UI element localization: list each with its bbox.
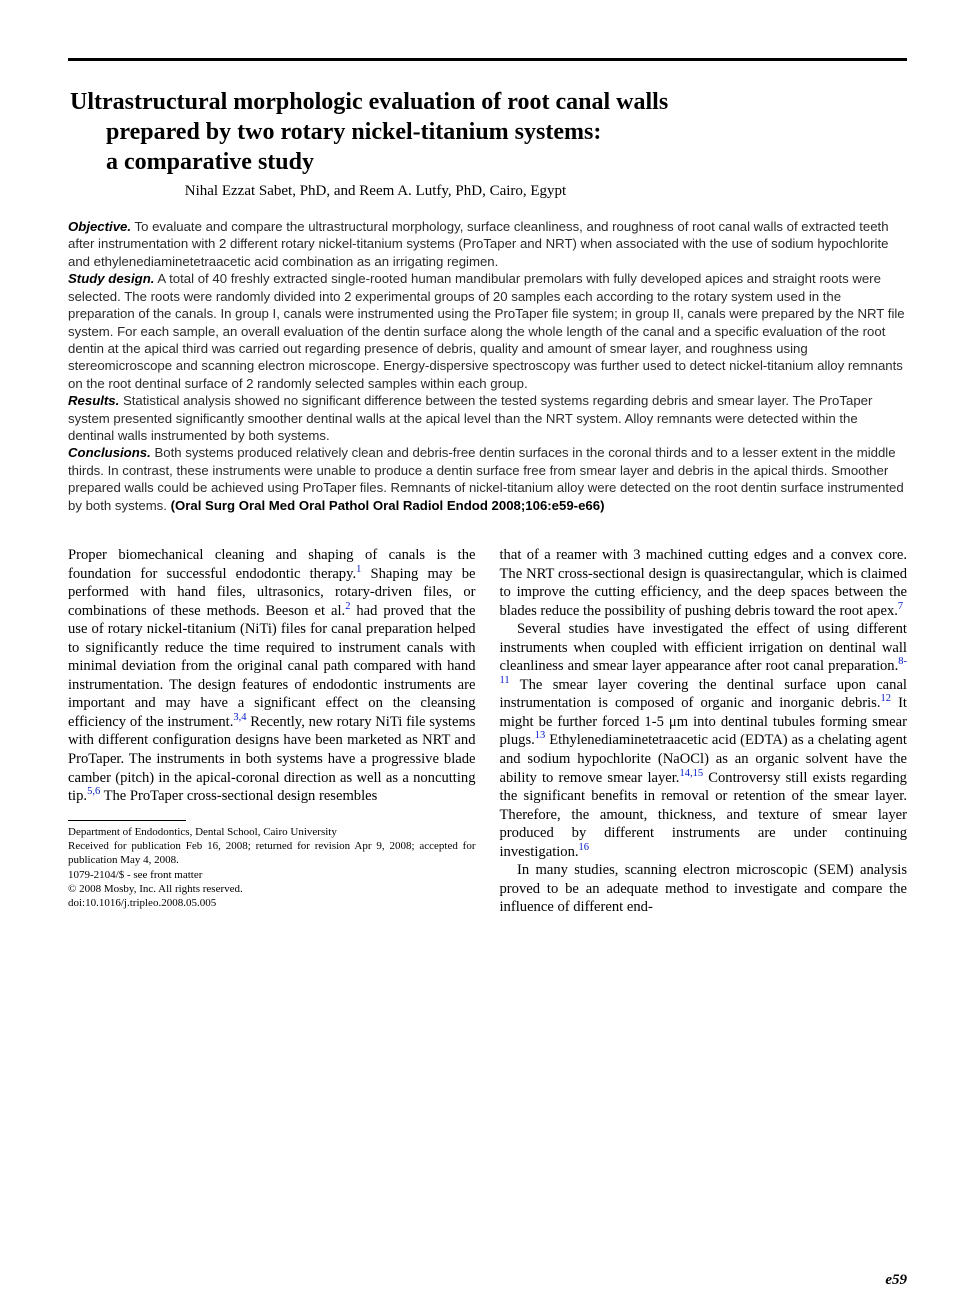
ref-link-7[interactable]: 7: [898, 601, 903, 612]
ref-link-14-15[interactable]: 14,15: [679, 768, 703, 779]
footnote-issn: 1079-2104/$ - see front matter: [68, 868, 476, 882]
abstract-objective: Objective. To evaluate and compare the u…: [68, 218, 907, 270]
body-text: had proved that the use of rotary nickel…: [68, 603, 476, 730]
footnote-rule: [68, 820, 186, 821]
body-paragraph-2: that of a reamer with 3 machined cutting…: [500, 546, 908, 620]
page-number: e59: [885, 1272, 907, 1289]
title-line-2: prepared by two rotary nickel-titanium s…: [70, 117, 907, 147]
footnote-dates: Received for publication Feb 16, 2008; r…: [68, 839, 476, 868]
body-text: that of a reamer with 3 machined cutting…: [500, 547, 908, 619]
body-text: Several studies have investigated the ef…: [500, 621, 908, 674]
body-paragraph-4: In many studies, scanning electron micro…: [500, 861, 908, 917]
footnotes-block: Department of Endodontics, Dental School…: [68, 820, 476, 911]
abstract-block: Objective. To evaluate and compare the u…: [68, 218, 907, 514]
ref-link-3-4[interactable]: 3,4: [233, 712, 246, 723]
body-text: The ProTaper cross-sectional design rese…: [100, 788, 377, 804]
abstract-design-text: A total of 40 freshly extracted single-r…: [68, 271, 905, 391]
title-line-1: Ultrastructural morphologic evaluation o…: [70, 89, 668, 115]
abstract-citation: (Oral Surg Oral Med Oral Pathol Oral Rad…: [171, 498, 605, 513]
body-paragraph-3: Several studies have investigated the ef…: [500, 620, 908, 861]
footnote-affiliation: Department of Endodontics, Dental School…: [68, 825, 476, 839]
body-paragraph-1: Proper biomechanical cleaning and shapin…: [68, 546, 476, 805]
article-title: Ultrastructural morphologic evaluation o…: [68, 87, 907, 177]
abstract-results-text: Statistical analysis showed no significa…: [68, 393, 872, 443]
abstract-results: Results. Statistical analysis showed no …: [68, 392, 907, 444]
abstract-design-heading: Study design.: [68, 271, 154, 286]
abstract-objective-heading: Objective.: [68, 219, 131, 234]
body-columns: Proper biomechanical cleaning and shapin…: [68, 546, 907, 917]
footnote-copyright: © 2008 Mosby, Inc. All rights reserved.: [68, 882, 476, 896]
abstract-objective-text: To evaluate and compare the ultrastructu…: [68, 219, 889, 269]
body-text: The smear layer covering the dentinal su…: [500, 677, 908, 712]
body-text: In many studies, scanning electron micro…: [500, 862, 908, 915]
abstract-conclusions-heading: Conclusions.: [68, 445, 151, 460]
ref-link-12[interactable]: 12: [880, 694, 891, 705]
abstract-results-heading: Results.: [68, 393, 119, 408]
ref-link-16[interactable]: 16: [579, 842, 590, 853]
author-line: Nihal Ezzat Sabet, PhD, and Reem A. Lutf…: [68, 183, 907, 200]
footnote-doi: doi:10.1016/j.tripleo.2008.05.005: [68, 896, 476, 910]
abstract-conclusions: Conclusions. Both systems produced relat…: [68, 444, 907, 514]
ref-link-5-6[interactable]: 5,6: [87, 786, 100, 797]
ref-link-13[interactable]: 13: [535, 731, 546, 742]
title-line-3: a comparative study: [70, 147, 907, 177]
top-rule: [68, 58, 907, 61]
abstract-design: Study design. A total of 40 freshly extr…: [68, 270, 907, 392]
